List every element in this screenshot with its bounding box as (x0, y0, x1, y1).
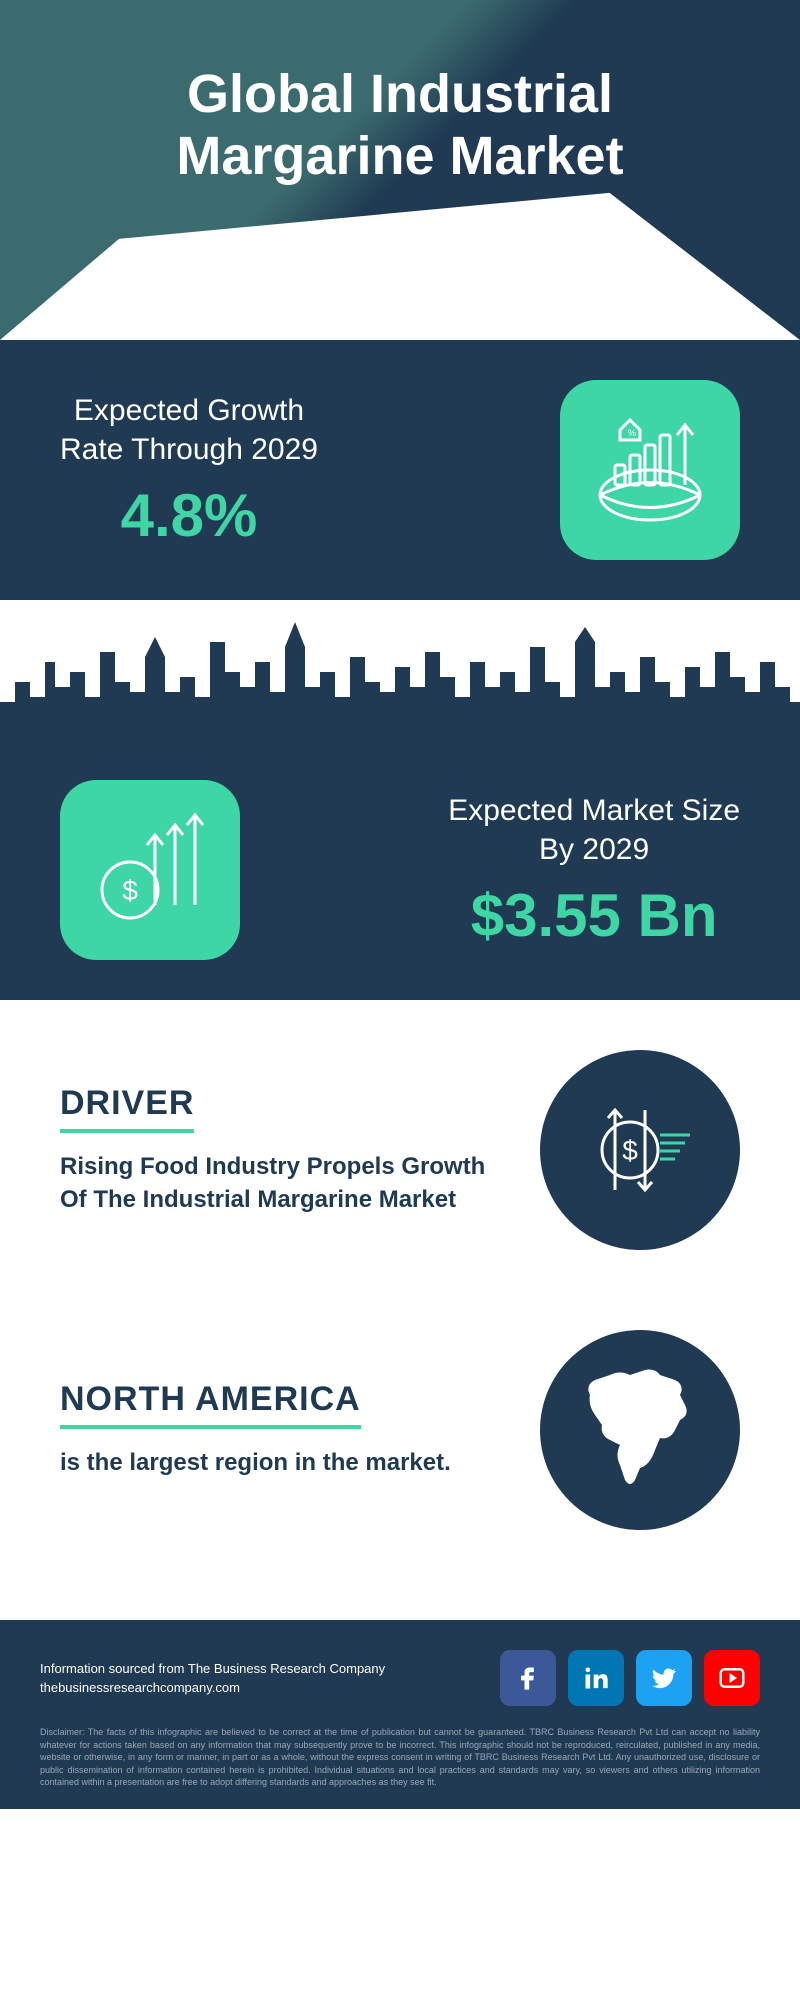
youtube-icon[interactable] (704, 1650, 760, 1706)
driver-heading: DRIVER (60, 1084, 194, 1133)
skyline-divider (0, 600, 800, 740)
growth-globe-icon: % (560, 380, 740, 560)
driver-circle-icon: $ (540, 1050, 740, 1250)
facebook-icon[interactable] (500, 1650, 556, 1706)
market-size-band: Expected Market SizeBy 2029 $3.55 Bn $ (0, 740, 800, 1000)
region-heading: NORTH AMERICA (60, 1380, 361, 1429)
region-body: is the largest region in the market. (60, 1447, 510, 1479)
market-size-label: Expected Market SizeBy 2029 (448, 791, 740, 869)
svg-text:%: % (628, 428, 636, 438)
growth-rate-label: Expected GrowthRate Through 2029 (60, 391, 318, 469)
header: Global IndustrialMargarine Market (0, 0, 800, 340)
north-america-map-icon (540, 1330, 740, 1530)
region-section: NORTH AMERICA is the largest region in t… (0, 1280, 800, 1560)
footer-source: Information sourced from The Business Re… (40, 1659, 385, 1698)
linkedin-icon[interactable] (568, 1650, 624, 1706)
disclaimer: Disclaimer: The facts of this infographi… (40, 1726, 760, 1789)
dollar-arrows-icon: $ (60, 780, 240, 960)
page-title: Global IndustrialMargarine Market (176, 63, 623, 187)
source-line-1: Information sourced from The Business Re… (40, 1659, 385, 1679)
growth-rate-band: Expected GrowthRate Through 2029 4.8% % (0, 340, 800, 600)
driver-body: Rising Food Industry Propels Growth Of T… (60, 1151, 510, 1216)
footer-top: Information sourced from The Business Re… (40, 1650, 760, 1706)
footer: Information sourced from The Business Re… (0, 1620, 800, 1809)
twitter-icon[interactable] (636, 1650, 692, 1706)
region-text: NORTH AMERICA is the largest region in t… (60, 1380, 540, 1479)
svg-text:$: $ (622, 1135, 638, 1166)
market-size-value: $3.55 Bn (448, 881, 740, 950)
driver-text: DRIVER Rising Food Industry Propels Grow… (60, 1084, 540, 1216)
market-size-text: Expected Market SizeBy 2029 $3.55 Bn (448, 791, 740, 950)
svg-text:$: $ (122, 875, 138, 906)
driver-section: DRIVER Rising Food Industry Propels Grow… (0, 1000, 800, 1280)
social-row (500, 1650, 760, 1706)
growth-rate-text: Expected GrowthRate Through 2029 4.8% (60, 391, 318, 550)
source-line-2: thebusinessresearchcompany.com (40, 1678, 385, 1698)
growth-rate-value: 4.8% (60, 481, 318, 550)
